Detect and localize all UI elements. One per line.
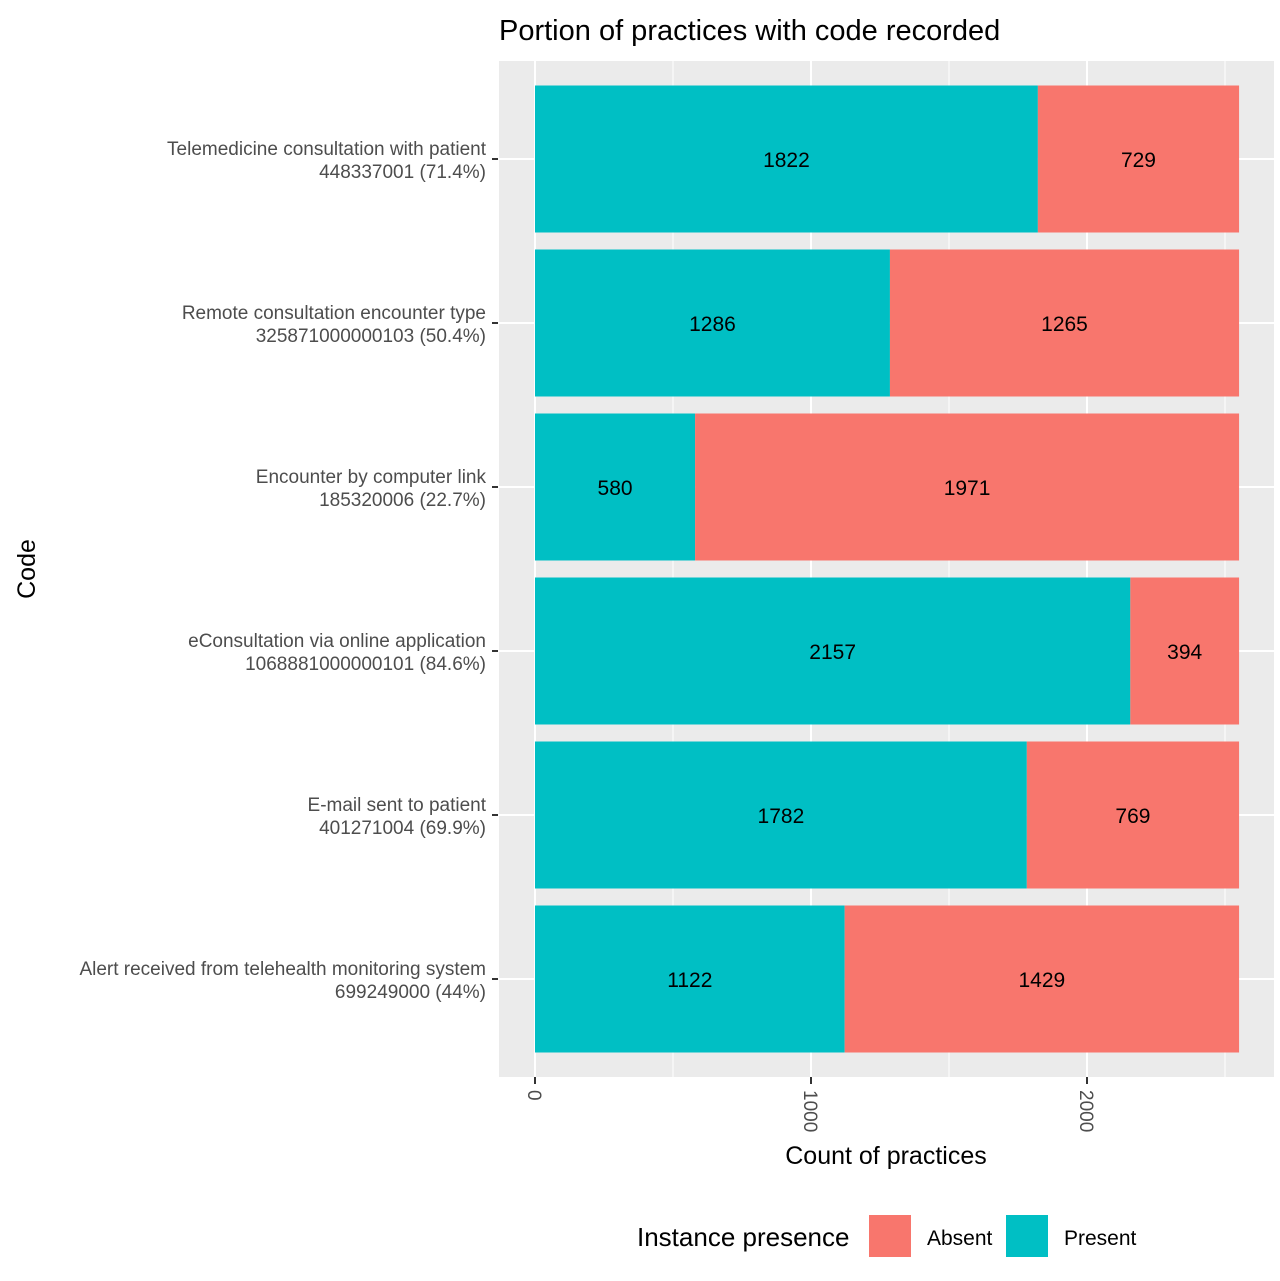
x-axis-title: Count of practices	[785, 1142, 987, 1170]
legend-title: Instance presence	[637, 1222, 849, 1252]
bar-absent	[889, 249, 1240, 397]
data-label-absent: 1429	[1019, 969, 1066, 992]
bar-present	[535, 741, 1027, 889]
data-label-absent: 769	[1115, 805, 1150, 828]
legend-label-absent: Absent	[927, 1227, 993, 1250]
y-tick-label-name: Telemedicine consultation with patient	[167, 139, 487, 160]
data-label-present: 1782	[758, 805, 805, 828]
y-tick-label-code: 448337001 (71.4%)	[319, 162, 486, 183]
y-tick-label-code: 401271004 (69.9%)	[319, 818, 486, 839]
bar-present	[535, 85, 1038, 233]
x-axis: 0 1000 2000	[523, 1077, 1096, 1132]
y-tick-label-code: 185320006 (22.7%)	[319, 490, 486, 511]
bar-absent	[1130, 577, 1240, 725]
y-tick-label-code: 699249000 (44%)	[335, 982, 486, 1003]
y-tick-label-name: E-mail sent to patient	[308, 795, 487, 816]
y-axis-title: Code	[13, 539, 41, 599]
y-tick-label-code: 325871000000103 (50.4%)	[256, 326, 486, 347]
y-tick-label-code: 1068881000000101 (84.6%)	[245, 654, 486, 675]
legend-key-present	[1006, 1215, 1048, 1257]
bar-absent	[1037, 85, 1240, 233]
legend: Instance presence Absent Present	[637, 1215, 1137, 1257]
bar-absent	[695, 413, 1240, 561]
data-label-absent: 394	[1167, 641, 1202, 664]
x-tick-label: 1000	[799, 1090, 820, 1132]
data-label-present: 1122	[667, 969, 712, 992]
bar-present	[535, 249, 890, 397]
data-label-absent: 729	[1121, 149, 1156, 172]
bar-present	[535, 413, 696, 561]
data-label-present: 1286	[689, 313, 736, 336]
legend-key-absent	[869, 1215, 911, 1257]
y-axis-labels: Telemedicine consultation with patient44…	[79, 139, 498, 1003]
data-label-absent: 1265	[1041, 313, 1088, 336]
data-label-present: 1822	[763, 149, 810, 172]
x-tick-label: 2000	[1075, 1090, 1096, 1132]
y-tick-label-name: Encounter by computer link	[256, 467, 487, 488]
y-tick-label-name: Alert received from telehealth monitorin…	[79, 959, 486, 980]
data-label-absent: 1971	[944, 477, 991, 500]
data-label-present: 580	[598, 477, 633, 500]
bar-absent	[844, 905, 1240, 1053]
x-tick-label: 0	[523, 1090, 544, 1101]
bar-present	[535, 577, 1131, 725]
chart-title: Portion of practices with code recorded	[499, 15, 1000, 47]
bars: 1822 729 1286 1265 580 1971 2157 394 1782 769 1122…	[535, 85, 1240, 1053]
y-tick-label-name: Remote consultation encounter type	[182, 303, 486, 324]
bar-present	[535, 905, 845, 1053]
bar-absent	[1026, 741, 1240, 889]
data-label-present: 2157	[809, 641, 856, 664]
y-tick-label-name: eConsultation via online application	[188, 631, 486, 652]
legend-label-present: Present	[1064, 1227, 1137, 1250]
